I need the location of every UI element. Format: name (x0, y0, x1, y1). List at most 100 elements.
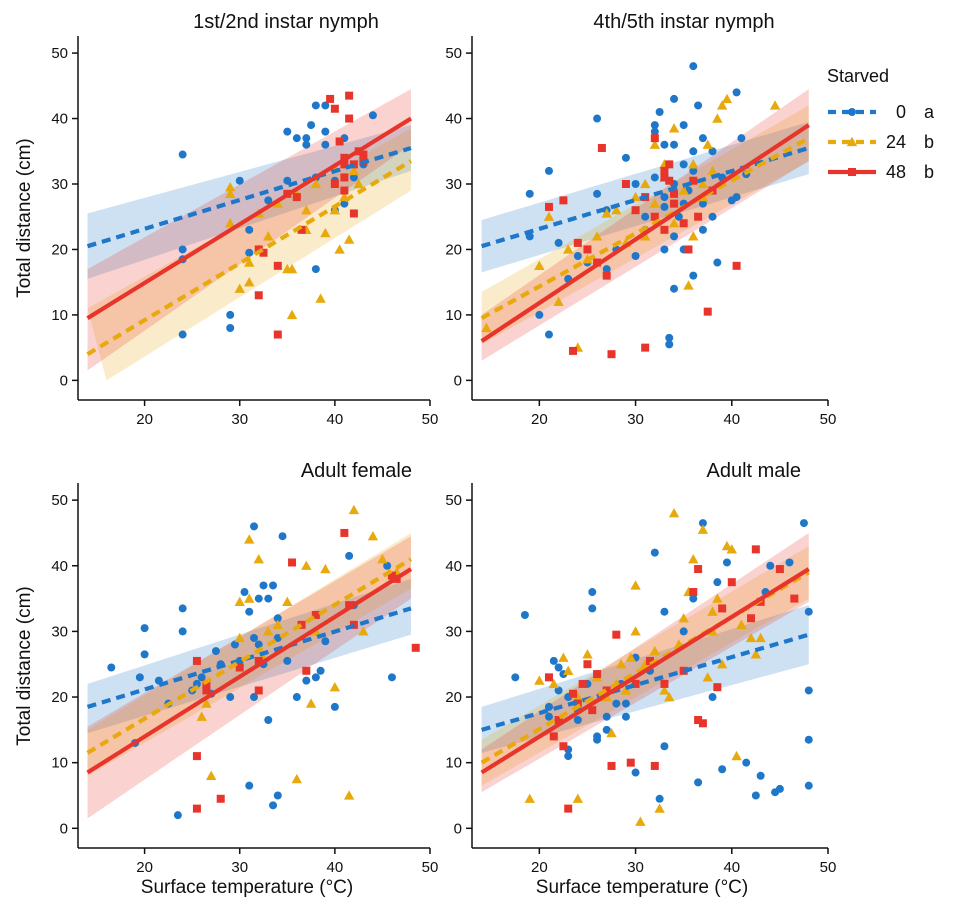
data-point (718, 765, 727, 774)
data-point (731, 750, 742, 761)
data-point (641, 212, 650, 221)
data-point (626, 758, 635, 767)
data-point (107, 663, 116, 672)
xlabel-right: Surface temperature (°C) (536, 877, 748, 898)
data-point (192, 679, 201, 688)
legend-label: 48 (886, 162, 906, 182)
data-point (689, 594, 698, 603)
data-point (665, 340, 674, 349)
y-tick-label: 10 (51, 307, 68, 324)
x-tick-label: 50 (422, 411, 439, 428)
data-point (543, 211, 555, 221)
data-point (607, 761, 616, 770)
data-point (583, 660, 592, 669)
data-point (359, 150, 368, 159)
data-point (650, 173, 659, 182)
data-point (245, 248, 254, 257)
ci-band-48 (87, 536, 411, 819)
y-tick-label: 50 (51, 492, 68, 509)
data-point (751, 545, 760, 554)
data-point (254, 686, 263, 695)
data-point (689, 271, 698, 280)
data-point (302, 676, 311, 685)
data-point (737, 134, 746, 143)
data-point (283, 176, 292, 185)
data-point (708, 693, 717, 702)
data-point (755, 632, 766, 643)
data-point (588, 604, 597, 613)
data-point (544, 673, 553, 682)
legend-entry-24: 24 b (828, 132, 934, 152)
data-point (650, 761, 659, 770)
data-point (694, 716, 703, 725)
legend-group-letter: b (924, 162, 934, 182)
data-point (612, 699, 621, 708)
y-tick-label: 40 (51, 111, 68, 128)
data-point (674, 212, 683, 221)
ylabel-bottom: Total distance (cm) (14, 586, 35, 745)
data-point (769, 100, 781, 110)
data-point (264, 594, 273, 603)
data-point (665, 176, 674, 185)
data-point (621, 153, 630, 162)
y-tick-label: 10 (445, 307, 462, 324)
data-point (707, 606, 718, 616)
data-point (660, 245, 669, 254)
data-point (650, 212, 659, 221)
data-point (694, 565, 703, 574)
data-point (625, 652, 636, 662)
data-point (569, 346, 578, 355)
data-point (264, 196, 273, 205)
data-point (679, 160, 688, 169)
data-point (235, 176, 244, 185)
x-tick-label: 20 (136, 411, 153, 428)
data-point (727, 578, 736, 587)
data-point (263, 626, 274, 636)
data-point (245, 607, 254, 616)
data-point (326, 94, 335, 103)
data-point (269, 581, 278, 590)
data-point (713, 578, 722, 587)
data-point (345, 601, 354, 610)
data-point (732, 88, 741, 97)
data-point (316, 666, 325, 675)
data-point (367, 531, 379, 541)
data-point (602, 686, 611, 695)
y-tick-label: 40 (445, 558, 462, 575)
data-point (650, 134, 659, 143)
data-point (716, 100, 728, 110)
y-tick-label: 0 (454, 372, 462, 389)
legend-marker (848, 108, 856, 116)
data-point (511, 673, 520, 682)
y-tick-label: 0 (60, 372, 68, 389)
legend-marker (846, 136, 858, 147)
data-point (216, 794, 225, 803)
y-tick-label: 30 (51, 176, 68, 193)
data-point (345, 91, 354, 100)
data-point (196, 711, 207, 721)
data-point (349, 209, 358, 218)
data-point (716, 659, 728, 669)
data-point (698, 199, 707, 208)
data-point (712, 593, 723, 603)
data-point (670, 199, 679, 208)
data-point (742, 758, 751, 767)
data-point (225, 188, 236, 198)
data-point (286, 263, 298, 274)
data-point (639, 178, 651, 189)
data-point (302, 666, 311, 675)
data-point (612, 630, 621, 639)
fit-line-24 (480, 136, 810, 321)
data-point (621, 180, 630, 188)
y-tick-label: 20 (51, 689, 68, 706)
data-point (549, 656, 558, 665)
data-point (650, 127, 659, 136)
data-point (563, 244, 574, 254)
data-point (718, 604, 727, 613)
x-tick-label: 40 (723, 859, 740, 876)
data-point (698, 719, 707, 728)
x-tick-label: 20 (531, 411, 548, 428)
data-point (377, 554, 388, 564)
data-point (689, 588, 698, 597)
data-point (702, 672, 713, 682)
